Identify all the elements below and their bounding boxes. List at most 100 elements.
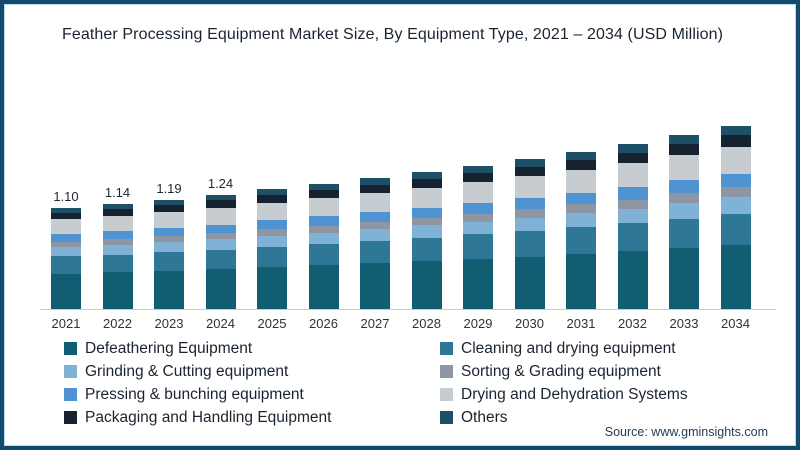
x-tick-2025: 2025	[257, 316, 287, 331]
bar-segment	[154, 212, 184, 229]
bar-segment	[102, 231, 133, 240]
bar-segment	[257, 236, 287, 247]
bar-segment	[463, 258, 493, 309]
bar-segment	[51, 247, 81, 257]
bar-segment	[360, 212, 390, 223]
bar-segment	[257, 203, 287, 221]
bar-segment	[566, 169, 596, 193]
bar-segment	[617, 187, 648, 200]
bar-2030	[514, 159, 545, 309]
bar-segment	[308, 243, 339, 266]
bar-segment	[51, 212, 81, 220]
bar-segment	[205, 200, 236, 208]
x-tick-2029: 2029	[463, 316, 493, 331]
bar-segment	[308, 190, 339, 199]
bar-segment	[617, 223, 648, 252]
bar-segment	[566, 253, 596, 309]
bar-2032	[617, 144, 648, 309]
bar-segment	[669, 135, 699, 144]
bar-segment	[669, 218, 699, 249]
bar-segment	[205, 207, 236, 225]
x-axis: 2021 2022 2023 2024 2025 2026 2027 2028 2029 2030…	[40, 316, 776, 334]
legend-swatch-icon	[64, 388, 77, 401]
bar-segment	[154, 199, 184, 206]
bar-segment	[669, 203, 699, 219]
bar-segment	[720, 173, 751, 188]
bar-segment	[51, 207, 81, 213]
bar-segment	[51, 219, 81, 235]
bar-segment	[514, 166, 545, 177]
bar-segment	[411, 207, 442, 218]
bar-segment	[51, 241, 81, 248]
legend-swatch-icon	[64, 411, 77, 424]
bar-segment	[566, 159, 596, 170]
legend-item-0: Defeathering Equipment	[64, 340, 440, 357]
bar-segment	[102, 245, 133, 255]
bar-segment	[360, 263, 390, 309]
legend-item-5: Drying and Dehydration Systems	[440, 386, 688, 403]
bar-segment	[308, 183, 339, 191]
bar-segment	[51, 256, 81, 274]
bar-segment	[463, 172, 493, 183]
legend-swatch-icon	[64, 365, 77, 378]
legend-item-1: Cleaning and drying equipment	[440, 340, 688, 357]
bar-segment	[205, 249, 236, 270]
bar-2034	[720, 125, 751, 309]
bar-segment	[102, 209, 133, 217]
bar-segment	[154, 236, 184, 243]
legend-label: Pressing & bunching equipment	[85, 385, 304, 403]
bar-2031	[566, 151, 596, 309]
bar-segment	[514, 231, 545, 257]
legend-swatch-icon	[440, 365, 453, 378]
legend-item-2: Grinding & Cutting equipment	[64, 363, 440, 380]
bar-segment	[617, 251, 648, 309]
bar-segment	[205, 239, 236, 250]
bar-segment	[669, 180, 699, 194]
bar-segment	[514, 198, 545, 210]
bar-segment	[308, 216, 339, 226]
legend-swatch-icon	[64, 342, 77, 355]
bar-2026	[308, 183, 339, 309]
x-tick-2032: 2032	[618, 316, 647, 331]
bar-segment	[463, 213, 493, 222]
x-tick-2024: 2024	[206, 316, 235, 331]
bar-2027	[360, 178, 390, 309]
x-tick-2027: 2027	[360, 316, 390, 331]
bar-2021: 1.10	[51, 189, 81, 309]
bar-segment	[566, 212, 596, 228]
bar-segment	[617, 199, 648, 209]
bar-segment	[257, 189, 287, 196]
bar-segment	[411, 225, 442, 238]
x-tick-2021: 2021	[51, 316, 81, 331]
bar-segment	[514, 159, 545, 167]
bar-2029	[463, 165, 493, 309]
legend-swatch-icon	[440, 411, 453, 424]
source-note: Source: www.gminsights.com	[604, 425, 768, 439]
bar-segment	[257, 195, 287, 204]
x-tick-2033: 2033	[669, 316, 699, 331]
bar-total-label-2022: 1.14	[104, 185, 131, 201]
legend-swatch-icon	[440, 388, 453, 401]
bar-segment	[566, 204, 596, 213]
bar-2028	[411, 171, 442, 309]
bar-segment	[720, 187, 751, 198]
bar-segment	[51, 234, 81, 242]
bar-segment	[669, 143, 699, 156]
bar-segment	[617, 152, 648, 164]
bar-segment	[257, 267, 287, 309]
bar-2022: 1.14	[102, 185, 133, 309]
bar-segment	[566, 192, 596, 205]
bar-segment	[102, 216, 133, 232]
bar-segment	[463, 182, 493, 203]
bar-segment	[720, 135, 751, 148]
x-tick-2028: 2028	[412, 316, 441, 331]
bar-2033	[669, 135, 699, 309]
bar-segment	[463, 165, 493, 173]
bar-segment	[720, 147, 751, 174]
bar-segment	[205, 224, 236, 234]
bar-segment	[514, 209, 545, 218]
legend-label: Defeathering Equipment	[85, 339, 253, 357]
bar-segment	[411, 178, 442, 188]
bar-segment	[360, 184, 390, 194]
